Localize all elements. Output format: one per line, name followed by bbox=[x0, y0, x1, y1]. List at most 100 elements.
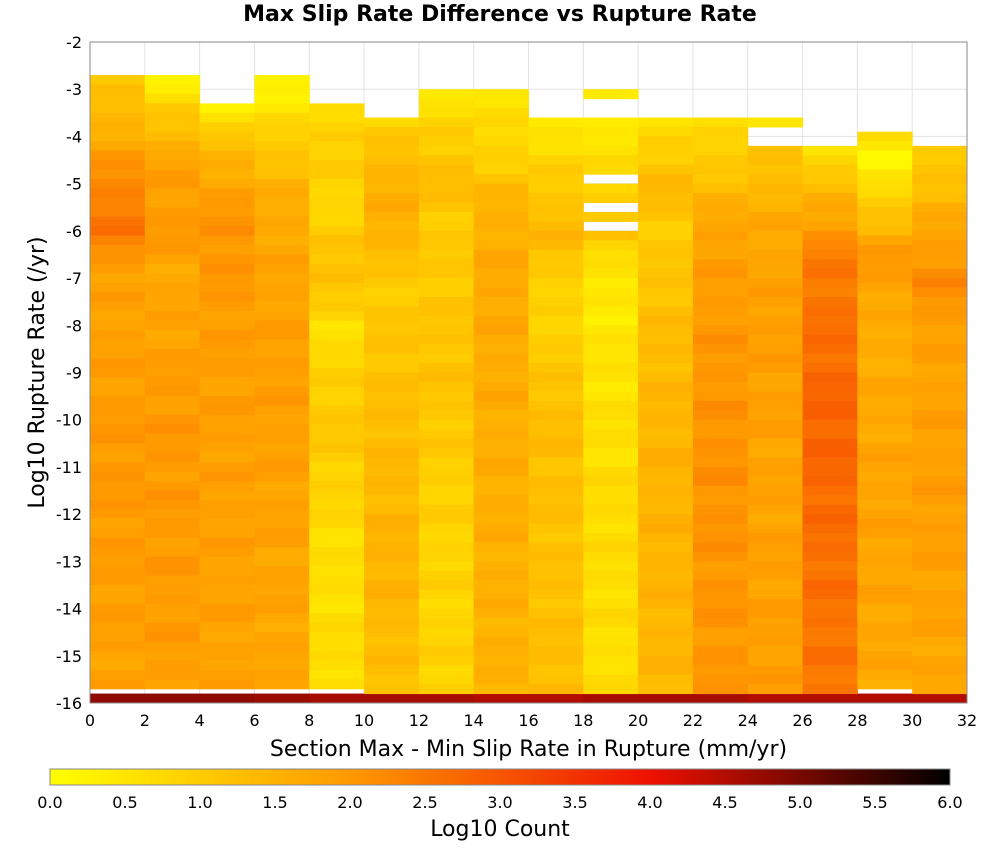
heatmap-cell bbox=[692, 183, 749, 194]
heatmap-cell bbox=[199, 613, 255, 624]
heatmap-cell bbox=[418, 164, 475, 175]
heatmap-cell bbox=[747, 117, 804, 128]
heatmap-cell bbox=[309, 556, 365, 567]
heatmap-cell bbox=[199, 679, 255, 690]
heatmap-cell bbox=[857, 254, 913, 265]
heatmap-cell bbox=[802, 221, 858, 232]
heatmap-cell bbox=[912, 372, 968, 383]
heatmap-cell bbox=[747, 693, 804, 704]
heatmap-cell bbox=[473, 202, 529, 213]
heatmap-cell bbox=[692, 344, 749, 355]
heatmap-cell bbox=[638, 533, 694, 543]
heatmap-cell bbox=[309, 443, 365, 454]
heatmap-cell bbox=[144, 150, 201, 161]
heatmap-cell bbox=[747, 551, 804, 562]
heatmap-cell bbox=[199, 141, 255, 152]
heatmap-cell bbox=[692, 174, 749, 185]
heatmap-cell bbox=[692, 542, 749, 553]
colorbar-tick-label: 3.5 bbox=[562, 793, 587, 812]
heatmap-cell bbox=[364, 419, 420, 430]
heatmap-cell bbox=[473, 599, 529, 610]
heatmap-cell bbox=[473, 476, 529, 487]
heatmap-cell bbox=[583, 230, 639, 241]
heatmap-cell bbox=[857, 452, 913, 463]
heatmap-cell bbox=[144, 339, 201, 350]
heatmap-cell bbox=[638, 570, 694, 581]
heatmap-cell bbox=[638, 476, 694, 487]
heatmap-cell bbox=[802, 589, 858, 600]
heatmap-cell bbox=[144, 499, 201, 510]
heatmap-cell bbox=[144, 235, 201, 246]
heatmap-cell bbox=[802, 296, 858, 307]
heatmap-cell bbox=[254, 75, 310, 85]
heatmap-cell bbox=[309, 651, 365, 662]
heatmap-cell bbox=[638, 259, 694, 270]
heatmap-cell bbox=[144, 122, 201, 133]
heatmap-cell bbox=[747, 570, 804, 581]
heatmap-cell bbox=[144, 197, 201, 208]
heatmap-cell bbox=[144, 131, 201, 142]
heatmap-cell bbox=[802, 211, 858, 222]
heatmap-cell bbox=[254, 358, 310, 369]
heatmap-cell bbox=[418, 259, 475, 270]
heatmap-cell bbox=[309, 263, 365, 274]
heatmap-cell bbox=[473, 268, 529, 279]
heatmap-cell bbox=[802, 438, 858, 449]
heatmap-cell bbox=[692, 268, 749, 279]
heatmap-cell bbox=[857, 669, 913, 680]
heatmap-cell bbox=[802, 174, 858, 185]
heatmap-cell bbox=[364, 599, 420, 610]
heatmap-cell bbox=[418, 485, 475, 496]
heatmap-cell bbox=[254, 613, 310, 624]
heatmap-cell bbox=[90, 603, 146, 614]
heatmap-cell bbox=[418, 353, 475, 364]
heatmap-cell bbox=[309, 311, 365, 322]
heatmap-cell bbox=[528, 693, 584, 704]
heatmap-cell bbox=[90, 330, 146, 340]
heatmap-cell bbox=[90, 424, 146, 435]
heatmap-cell bbox=[199, 462, 255, 473]
heatmap-cell bbox=[638, 457, 694, 468]
heatmap-cell bbox=[418, 570, 475, 581]
heatmap-cell bbox=[199, 481, 255, 492]
heatmap-cell bbox=[473, 193, 529, 204]
heatmap-cell bbox=[857, 301, 913, 312]
heatmap-cell bbox=[912, 268, 968, 279]
heatmap-cell bbox=[144, 84, 201, 95]
heatmap-cell bbox=[144, 216, 201, 227]
heatmap-cell bbox=[692, 419, 749, 430]
heatmap-cell bbox=[254, 499, 310, 510]
heatmap-cell bbox=[418, 268, 475, 279]
heatmap-cell bbox=[912, 400, 968, 411]
heatmap-cell bbox=[692, 306, 749, 317]
heatmap-cell bbox=[309, 509, 365, 520]
heatmap-cell bbox=[144, 575, 201, 586]
heatmap-cell bbox=[638, 495, 694, 506]
heatmap-cell bbox=[90, 566, 146, 577]
heatmap-cell bbox=[418, 344, 475, 355]
heatmap-cell bbox=[638, 636, 694, 647]
heatmap-cell bbox=[638, 278, 694, 289]
heatmap-cell bbox=[144, 386, 201, 397]
heatmap-cell bbox=[144, 537, 201, 548]
heatmap-cell bbox=[747, 296, 804, 307]
heatmap-cell bbox=[199, 669, 255, 680]
heatmap-cell bbox=[144, 603, 201, 614]
heatmap-cell bbox=[473, 211, 529, 222]
heatmap-cell bbox=[418, 618, 475, 628]
heatmap-cell bbox=[912, 287, 968, 298]
heatmap-cell bbox=[583, 391, 639, 402]
colorbar-ticks: 0.0 0.5 1.0 1.5 2.0 2.5 3.0 3.5 4.0 4.5 5.0 5.5 6.0 bbox=[37, 793, 962, 812]
heatmap-cell bbox=[309, 358, 365, 369]
heatmap-cell bbox=[418, 646, 475, 657]
heatmap-cell bbox=[144, 358, 201, 369]
heatmap-cell bbox=[418, 230, 475, 241]
heatmap-cell bbox=[199, 311, 255, 322]
heatmap-cell bbox=[802, 599, 858, 610]
heatmap-cell bbox=[802, 561, 858, 572]
heatmap-cell bbox=[638, 211, 694, 222]
heatmap-cell bbox=[473, 259, 529, 270]
heatmap-cell bbox=[638, 136, 694, 147]
heatmap-cell bbox=[857, 358, 913, 369]
heatmap-cell bbox=[802, 570, 858, 581]
